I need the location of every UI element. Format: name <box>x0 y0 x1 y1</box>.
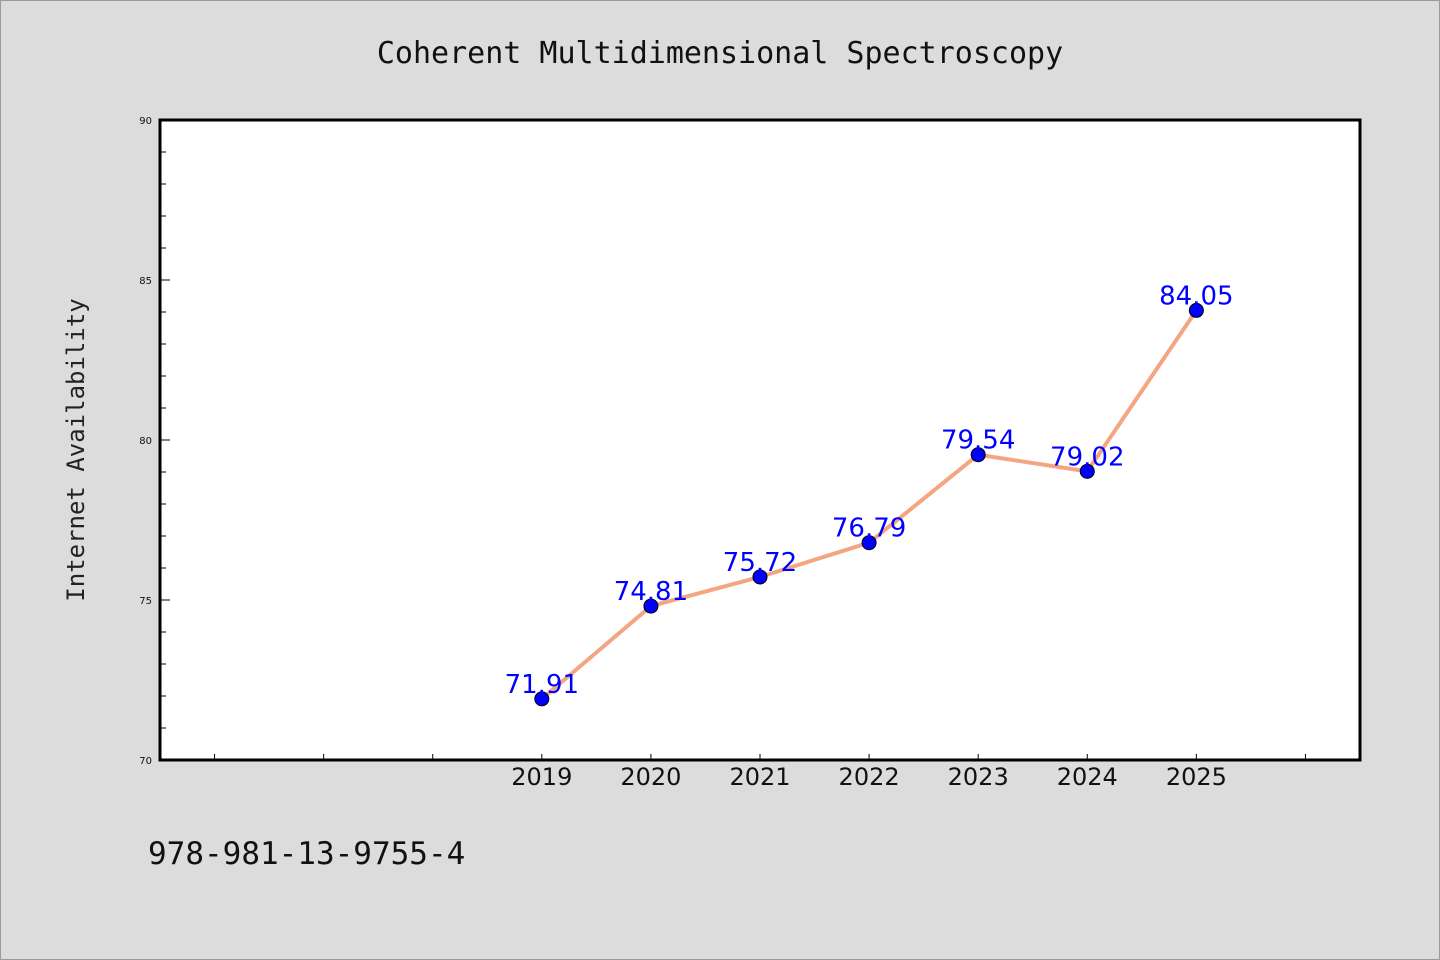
y-tick-label: 90 <box>139 116 152 127</box>
y-axis: 70 75 80 85 90 <box>139 116 170 767</box>
y-tick-label: 80 <box>139 436 152 447</box>
data-point <box>1188 302 1204 318</box>
x-tick-label: 2024 <box>1057 763 1118 791</box>
data-point <box>534 691 550 707</box>
series-group: 71.91 74.81 75.72 76.79 79.54 79.02 84.05 <box>505 281 1234 707</box>
data-point <box>752 569 768 585</box>
chart-title: Coherent Multidimensional Spectroscopy <box>377 36 1063 71</box>
x-tick-label: 2019 <box>511 763 572 791</box>
isbn-text: 978-981-13-9755-4 <box>148 836 465 872</box>
x-axis: 2019 2020 2021 2022 2023 2024 2025 <box>214 754 1306 791</box>
data-label: 79.54 <box>941 426 1015 456</box>
data-point <box>970 447 986 463</box>
y-tick-label: 75 <box>139 596 152 607</box>
data-label: 74.81 <box>614 577 688 607</box>
y-axis-label: Internet Availability <box>62 298 90 601</box>
data-label: 76.79 <box>832 514 906 544</box>
x-tick-label: 2023 <box>948 763 1009 791</box>
data-point <box>1079 463 1095 479</box>
x-tick-label: 2020 <box>620 763 681 791</box>
x-tick-label: 2025 <box>1166 763 1227 791</box>
y-tick-label: 85 <box>139 276 152 287</box>
data-point <box>643 598 659 614</box>
data-label: 75.72 <box>723 548 797 578</box>
x-tick-label: 2022 <box>839 763 900 791</box>
plot-area <box>158 118 1362 762</box>
x-tick-label: 2021 <box>729 763 790 791</box>
data-label: 79.02 <box>1050 442 1124 472</box>
data-label: 84.05 <box>1159 281 1233 311</box>
y-tick-label: 70 <box>139 756 152 767</box>
data-label: 71.91 <box>505 670 579 700</box>
data-point <box>861 535 877 551</box>
